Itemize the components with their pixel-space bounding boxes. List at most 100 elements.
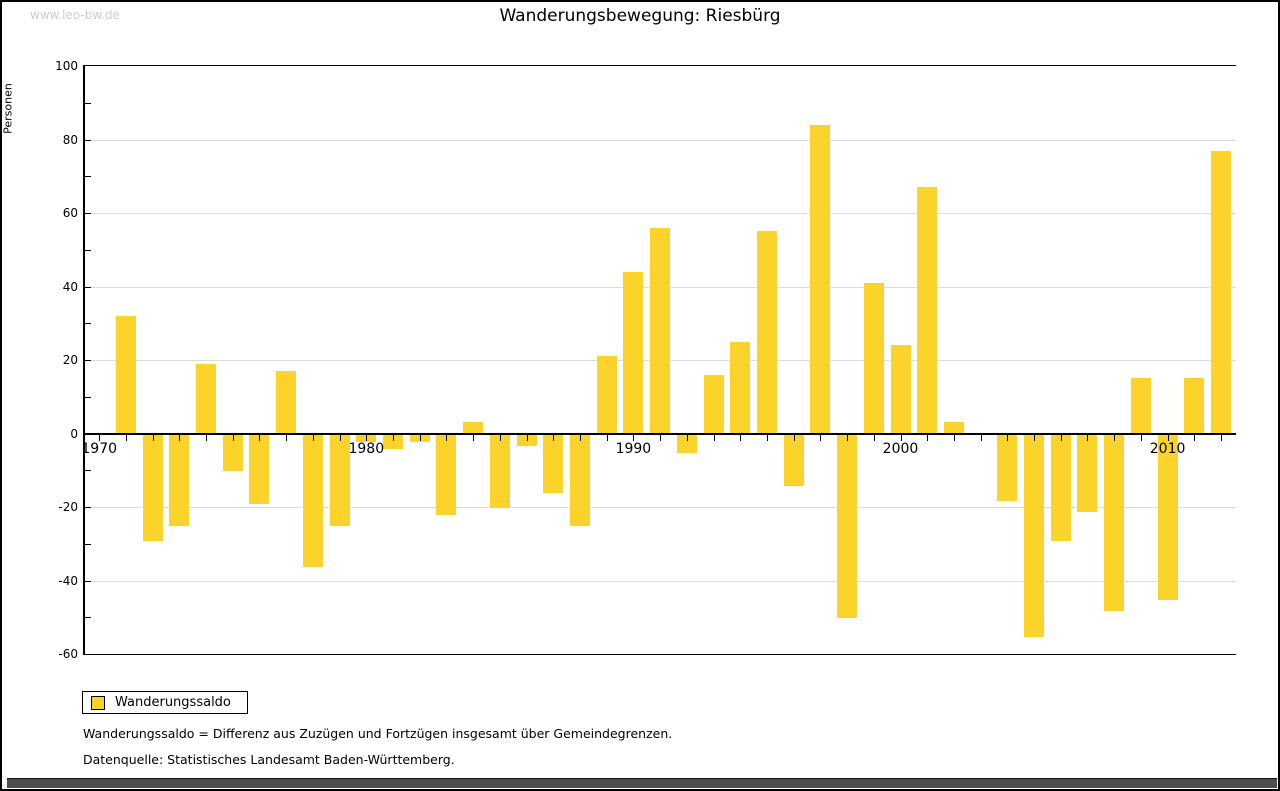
x-tick-1984 xyxy=(473,434,475,441)
y-tick-90 xyxy=(85,102,91,104)
x-tick-1986 xyxy=(526,434,528,441)
x-tick-2012 xyxy=(1221,434,1223,441)
bar-1992 xyxy=(676,434,697,453)
x-tick-1987 xyxy=(553,434,555,441)
x-tick-label-2000: 2000 xyxy=(882,440,919,457)
bar-1995 xyxy=(756,231,777,434)
x-tick-1972 xyxy=(152,434,154,441)
bar-1989 xyxy=(596,356,617,434)
legend-swatch xyxy=(91,695,105,710)
x-tick-1970 xyxy=(99,434,101,441)
y-tick-60 xyxy=(85,213,91,214)
bar-1990 xyxy=(623,271,644,434)
bar-1985 xyxy=(489,434,510,508)
bar-1996 xyxy=(783,434,804,486)
y-tick-label-40: 40 xyxy=(62,279,78,294)
bar-2012 xyxy=(1211,150,1232,434)
bottom-window-bar xyxy=(7,778,1277,788)
bar-1978 xyxy=(302,434,323,567)
x-tick-2004 xyxy=(1007,434,1009,441)
y-tick--10 xyxy=(85,470,91,472)
x-tick-1989 xyxy=(606,434,608,441)
y-tick-30 xyxy=(85,323,91,325)
bar-1993 xyxy=(703,374,724,434)
x-tick-1994 xyxy=(740,434,742,441)
bar-2004 xyxy=(997,434,1018,501)
x-tick-label-1980: 1980 xyxy=(348,440,385,457)
x-tick-1999 xyxy=(873,434,875,441)
x-tick-1978 xyxy=(312,434,314,441)
footnote-definition: Wanderungssaldo = Differenz aus Zuzügen … xyxy=(83,726,673,741)
legend-box: Wanderungssaldo xyxy=(82,691,248,714)
y-tick-20 xyxy=(85,360,91,361)
y-tick--40 xyxy=(85,580,91,582)
x-tick-1977 xyxy=(286,434,288,441)
x-tick-1981 xyxy=(393,434,394,441)
bar-2000 xyxy=(890,345,911,434)
bar-1988 xyxy=(569,434,590,527)
y-tick-label--40: -40 xyxy=(58,573,78,588)
y-tick--20 xyxy=(85,507,91,508)
x-tick-1995 xyxy=(766,434,768,441)
x-tick-1974 xyxy=(206,434,208,441)
bar-1979 xyxy=(329,434,350,527)
gridline--40 xyxy=(85,580,1236,582)
bar-2006 xyxy=(1050,434,1071,542)
x-tick-1975 xyxy=(232,434,234,441)
x-tick-2008 xyxy=(1114,434,1116,441)
x-tick-1976 xyxy=(259,434,261,441)
bar-1977 xyxy=(276,371,297,434)
gridline-60 xyxy=(85,213,1236,214)
x-tick-2001 xyxy=(927,434,929,441)
bar-1972 xyxy=(142,434,163,542)
x-tick-2006 xyxy=(1060,434,1062,441)
y-tick-label-100: 100 xyxy=(55,59,78,73)
bar-1991 xyxy=(650,227,671,434)
y-tick-label-20: 20 xyxy=(62,353,78,367)
x-tick-1988 xyxy=(579,434,581,441)
bar-1983 xyxy=(436,434,457,516)
x-tick-label-2010: 2010 xyxy=(1149,440,1186,457)
bar-1973 xyxy=(169,434,190,527)
y-tick-label-0: 0 xyxy=(70,426,78,441)
y-tick-label-60: 60 xyxy=(62,206,78,220)
bar-1999 xyxy=(863,282,884,434)
footnote-source: Datenquelle: Statistisches Landesamt Bad… xyxy=(83,752,455,767)
x-tick-2009 xyxy=(1140,434,1142,441)
y-tick-10 xyxy=(85,396,91,398)
x-tick-1998 xyxy=(847,434,849,441)
bar-2007 xyxy=(1077,434,1098,512)
x-tick-1973 xyxy=(179,434,181,441)
bar-1994 xyxy=(730,341,751,434)
y-tick-label--20: -20 xyxy=(58,500,78,514)
x-tick-1979 xyxy=(339,434,341,441)
x-tick-1993 xyxy=(713,434,715,441)
gridline-80 xyxy=(85,139,1236,141)
x-tick-2003 xyxy=(980,434,982,441)
y-tick--50 xyxy=(85,617,91,619)
y-tick-40 xyxy=(85,286,91,288)
x-tick-2002 xyxy=(953,434,955,441)
bar-2002 xyxy=(943,422,964,434)
x-tick-2007 xyxy=(1087,434,1089,441)
x-tick-label-1970: 1970 xyxy=(81,440,118,457)
plot-area: -60 -40 -20 0 20 40 60 80 100 1970 1980 1990 2000 201… xyxy=(55,59,1236,661)
bar-2001 xyxy=(917,187,938,434)
bar-1984 xyxy=(463,422,484,434)
x-tick-1990 xyxy=(633,434,635,441)
x-tick-1982 xyxy=(419,434,421,441)
y-tick--30 xyxy=(85,543,91,545)
bar-1971 xyxy=(115,315,136,434)
legend-label: Wanderungssaldo xyxy=(115,695,231,710)
bar-2009 xyxy=(1130,378,1151,434)
bar-2011 xyxy=(1184,378,1205,434)
x-tick-1971 xyxy=(125,434,127,441)
x-tick-1983 xyxy=(446,434,448,441)
bar-1976 xyxy=(249,434,270,505)
gridline--20 xyxy=(85,507,1236,508)
bar-2005 xyxy=(1024,434,1045,637)
x-tick-2011 xyxy=(1194,434,1196,441)
watermark: www.leo-bw.de xyxy=(30,8,120,22)
x-tick-1992 xyxy=(686,434,688,441)
